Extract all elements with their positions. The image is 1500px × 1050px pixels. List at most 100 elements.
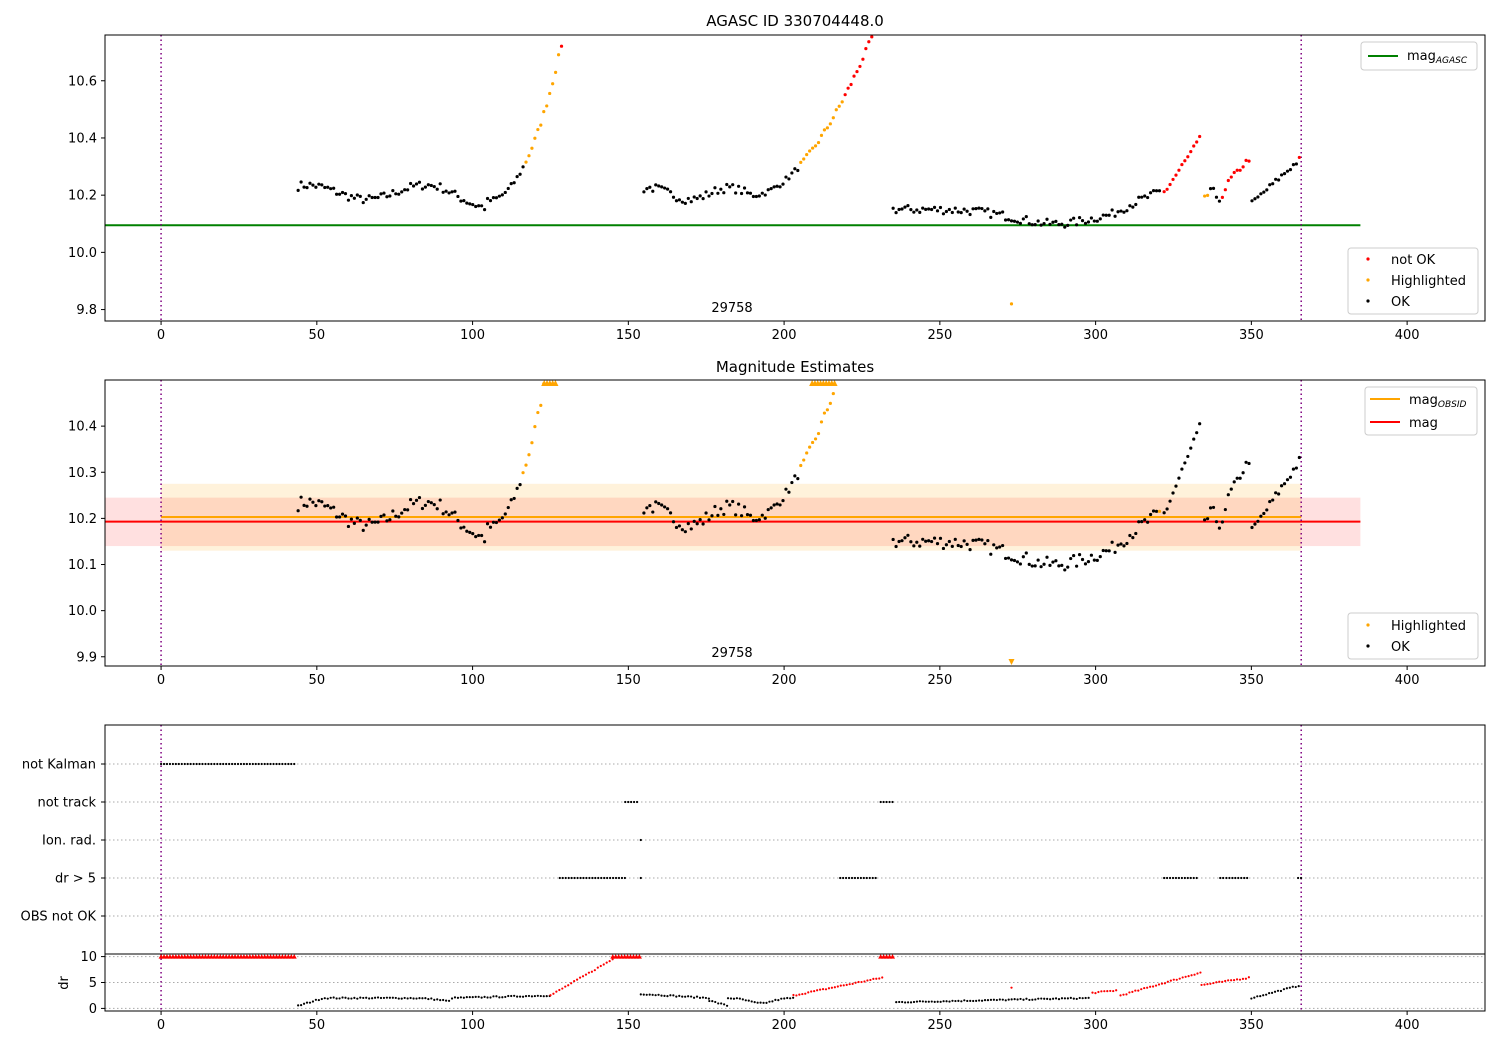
agasc-point — [1006, 218, 1011, 222]
agasc-point — [323, 185, 327, 190]
dr-point — [765, 1001, 768, 1005]
magnitude-point — [1244, 460, 1248, 464]
dr-point — [542, 995, 545, 998]
agasc-point — [408, 181, 413, 186]
agasc-point — [1183, 159, 1187, 163]
panel-title-agasc: AGASC ID 330704448.0 — [706, 12, 884, 30]
magnitude-point — [707, 518, 711, 522]
magnitude-ytick-label: 9.9 — [76, 650, 97, 665]
flag-point — [597, 876, 600, 880]
flag-point — [168, 762, 172, 766]
dr-point — [1209, 982, 1212, 985]
dr-point — [347, 997, 350, 1000]
agasc-point — [1180, 162, 1184, 167]
dr-point — [1256, 995, 1259, 998]
magnitude-ytick-label: 10.0 — [68, 604, 97, 619]
dr-point — [1241, 977, 1245, 981]
flag-point — [201, 762, 204, 766]
magnitude-point — [335, 515, 339, 519]
flag-point — [882, 800, 885, 804]
agasc-point — [1113, 214, 1117, 218]
dr-point — [930, 1000, 933, 1003]
magnitude-point — [674, 525, 679, 530]
magnitude-point — [995, 546, 999, 550]
agasc-point — [927, 207, 931, 211]
flag-point — [558, 876, 561, 880]
dr-point — [798, 993, 801, 996]
magnitude-point — [938, 536, 943, 540]
magnitude-point — [903, 536, 907, 540]
flag-point — [210, 762, 213, 766]
dr-point — [453, 996, 457, 999]
agasc-point — [1027, 222, 1031, 226]
dr-point — [1043, 997, 1046, 1000]
agasc-point — [864, 47, 868, 51]
agasc-point — [995, 211, 999, 216]
agasc-point — [716, 191, 720, 195]
magnitude-point — [1006, 556, 1011, 560]
dr-point — [927, 1000, 930, 1003]
magnitude-point — [1125, 541, 1129, 546]
dr-point — [992, 998, 996, 1001]
magnitude-point — [1271, 498, 1275, 502]
dr-point — [687, 995, 690, 998]
dr-point — [1291, 985, 1294, 988]
magnitude-point — [1189, 446, 1193, 450]
agasc-point — [645, 187, 649, 191]
dr-panel: 0 50 100 150 200 250 300 350 400 0 5 10 dr — [57, 950, 1486, 1033]
magnitude-point — [1274, 491, 1278, 495]
magnitude-axes-frame — [104, 379, 1486, 667]
agasc-point — [805, 152, 809, 157]
dr-point — [774, 998, 777, 1001]
flag-point — [567, 876, 570, 880]
agasc-point — [545, 104, 549, 108]
dr-point — [753, 1001, 756, 1004]
agasc-point — [1208, 187, 1213, 191]
magnitude-point — [414, 498, 419, 502]
dr-point — [1199, 971, 1202, 974]
dr-point — [939, 1000, 942, 1003]
agasc-point — [825, 126, 829, 130]
agasc-point — [974, 207, 978, 211]
agasc-point — [317, 182, 321, 186]
agasc-point — [719, 187, 723, 191]
magnitude-point — [450, 511, 454, 515]
agasc-point — [314, 185, 318, 189]
dr-point — [827, 987, 831, 990]
dr-point — [536, 994, 539, 997]
flag-point — [635, 800, 639, 804]
agasc-point — [551, 82, 555, 86]
agasc-point — [305, 186, 309, 190]
agasc-point — [1203, 194, 1207, 198]
magnitude-point — [468, 530, 472, 534]
magnitude-point — [1122, 544, 1126, 548]
dr-point — [839, 984, 842, 987]
magnitude-point — [1226, 493, 1230, 497]
magnitude-point — [488, 525, 493, 529]
magnitude-point — [665, 507, 670, 511]
magnitude-point — [1211, 505, 1216, 510]
magnitude-point — [539, 403, 543, 407]
dr-point — [573, 979, 576, 983]
agasc-point — [701, 197, 705, 201]
flag-point — [871, 876, 874, 880]
dr-point — [510, 994, 513, 998]
magnitude-point — [485, 522, 490, 526]
magnitude-point — [527, 453, 531, 457]
flag-point — [213, 762, 216, 766]
dr-point — [439, 999, 442, 1002]
flag-label: not track — [37, 796, 96, 811]
agasc-point — [329, 187, 333, 191]
dr-point — [1010, 998, 1013, 1001]
agasc-point — [840, 100, 844, 104]
dr-point — [951, 999, 954, 1002]
magnitude-point — [423, 503, 427, 507]
agasc-point — [465, 201, 469, 205]
magnitude-point — [757, 518, 761, 522]
agasc-point — [355, 193, 359, 197]
agasc-point — [713, 186, 717, 190]
agasc-point — [1089, 216, 1094, 220]
dr-point — [379, 996, 383, 1000]
dr-point — [906, 1001, 910, 1004]
agasc-point — [417, 180, 422, 184]
